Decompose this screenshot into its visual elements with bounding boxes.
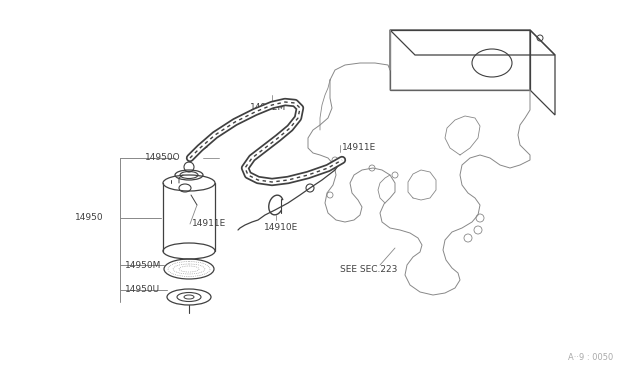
Text: 14950O: 14950O <box>145 154 180 163</box>
Text: 14910E: 14910E <box>264 224 298 232</box>
Text: SEE SEC.223: SEE SEC.223 <box>340 266 397 275</box>
Text: 14912M: 14912M <box>250 103 286 112</box>
Text: 14950: 14950 <box>75 214 104 222</box>
Text: 14911E: 14911E <box>342 144 376 153</box>
Text: A··9 : 0050: A··9 : 0050 <box>568 353 613 362</box>
Text: 14950U: 14950U <box>125 285 160 295</box>
Text: 14950M: 14950M <box>125 260 161 269</box>
Text: 14911E: 14911E <box>192 219 227 228</box>
